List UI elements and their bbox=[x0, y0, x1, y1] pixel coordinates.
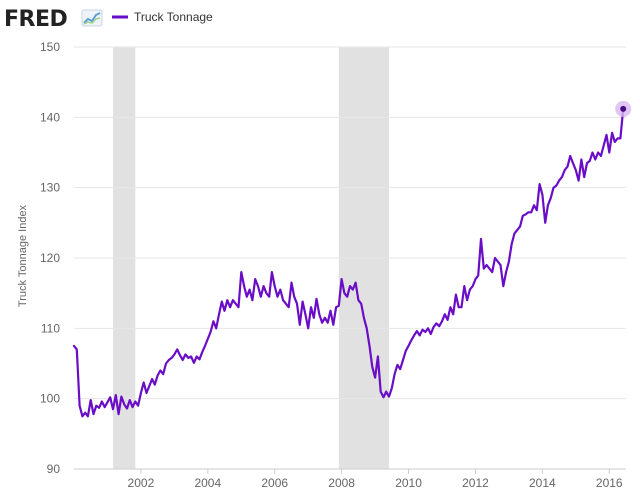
series-line-1[interactable] bbox=[72, 107, 625, 418]
y-axis-title: Truck Tonnage Index bbox=[17, 204, 29, 307]
x-tick-label: 2016 bbox=[596, 476, 623, 490]
y-tick-label: 100 bbox=[40, 392, 60, 406]
x-tick-label: 2002 bbox=[128, 476, 155, 490]
y-tick-label: 120 bbox=[40, 251, 60, 265]
legend[interactable]: Truck Tonnage bbox=[112, 10, 213, 24]
marker-dot[interactable] bbox=[620, 105, 627, 112]
brand-logo-text[interactable]: FRED bbox=[4, 7, 68, 32]
series-layer bbox=[72, 107, 625, 418]
x-tick-label: 2004 bbox=[194, 476, 221, 490]
x-tick-label: 2006 bbox=[261, 476, 288, 490]
y-tick-label: 110 bbox=[41, 321, 60, 335]
chart-line-icon bbox=[81, 9, 103, 27]
chart-header: FRED Truck Tonnage bbox=[4, 7, 213, 32]
gridlines bbox=[74, 46, 626, 470]
x-tick-label: 2008 bbox=[328, 476, 355, 490]
legend-label: Truck Tonnage bbox=[134, 10, 213, 24]
y-tick-label: 150 bbox=[40, 40, 60, 54]
y-tick-label: 90 bbox=[47, 462, 61, 476]
y-tick-label: 130 bbox=[40, 181, 60, 195]
x-tick-label: 2010 bbox=[395, 476, 422, 490]
y-tick-label: 140 bbox=[40, 110, 60, 124]
y-axis-ticks: 90 100 110 120 130 140 150 bbox=[40, 40, 60, 476]
x-tick-label: 2012 bbox=[462, 476, 489, 490]
x-tick-label: 2014 bbox=[529, 476, 556, 490]
last-point-marker[interactable] bbox=[615, 100, 632, 117]
x-axis-ticks: 2002 2004 2006 2008 2010 2012 2014 2016 bbox=[74, 468, 626, 490]
